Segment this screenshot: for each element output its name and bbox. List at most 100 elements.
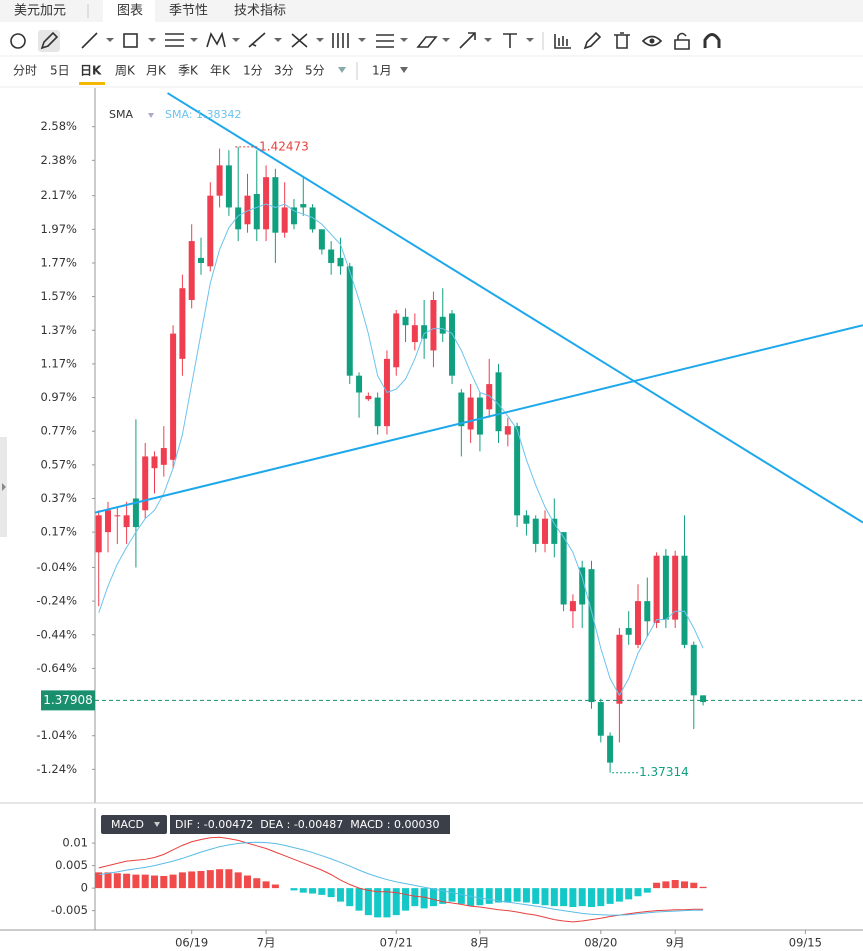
x-tick-label: 07/21	[380, 936, 413, 950]
y-tick-label: 1.57%	[40, 289, 77, 303]
dropdown-arrows	[106, 38, 534, 42]
legend-text-bg	[170, 815, 450, 834]
tab[interactable]: 技术指标	[234, 4, 286, 19]
icon[interactable]	[248, 32, 266, 48]
macd-bar	[290, 888, 298, 891]
icon[interactable]	[614, 32, 630, 49]
candle-body	[160, 448, 167, 465]
macd-bar	[262, 881, 270, 889]
period[interactable]: 周K	[115, 64, 136, 78]
macd-bar	[522, 888, 530, 903]
tab[interactable]: 季节性	[169, 4, 208, 19]
candle-body	[681, 555, 688, 645]
low-label: 1.37314	[639, 765, 689, 779]
y-tick-label: 0.97%	[40, 390, 77, 404]
macd-bar	[346, 888, 354, 907]
macd-bar	[243, 875, 251, 889]
y-tick-label: 1.17%	[40, 356, 77, 370]
candle-body	[532, 518, 539, 544]
icon[interactable]	[165, 33, 184, 47]
icon[interactable]	[674, 32, 690, 50]
icon[interactable]	[503, 33, 517, 48]
macd-bar	[206, 870, 214, 889]
period[interactable]: 季K	[178, 64, 199, 78]
macd-bar	[104, 872, 112, 889]
candle-body	[207, 195, 214, 267]
candle-body	[588, 569, 595, 703]
icon[interactable]	[40, 31, 59, 50]
period[interactable]: 5日	[50, 64, 70, 78]
candle-body	[579, 567, 586, 605]
candle-body	[634, 601, 641, 645]
period[interactable]: 1分	[243, 64, 263, 78]
macd-bar	[662, 881, 670, 889]
icon[interactable]	[703, 33, 721, 49]
candle-body	[263, 177, 270, 230]
y-tick-label: 0.77%	[40, 424, 77, 438]
icon[interactable]	[10, 33, 26, 49]
candle-body	[644, 601, 651, 622]
candle-body	[346, 266, 353, 376]
macd-bar	[550, 888, 558, 907]
macd-bar	[309, 888, 317, 894]
period[interactable]: 3分	[274, 64, 294, 78]
macd-bar	[411, 888, 419, 907]
candle-body	[244, 195, 251, 225]
y-tick-label: -0.44%	[36, 627, 77, 641]
icon[interactable]	[332, 33, 349, 48]
trendline[interactable]	[95, 324, 863, 514]
period[interactable]: 月K	[146, 64, 167, 78]
macd-bar	[448, 888, 456, 902]
candle-body	[551, 518, 558, 544]
range[interactable]: 1月	[372, 64, 392, 78]
candle-body	[569, 601, 576, 612]
icon[interactable]	[554, 34, 571, 49]
macd-bar	[271, 884, 279, 889]
candle-body	[225, 165, 232, 208]
candle-body	[449, 313, 456, 376]
y-tick-label: 0.01	[62, 836, 88, 850]
period[interactable]: 5分	[305, 64, 325, 78]
y-tick-label: 2.17%	[40, 188, 77, 202]
macd-bar	[374, 888, 382, 918]
macd-bar	[355, 888, 363, 911]
icon[interactable]	[416, 36, 438, 48]
macd-bar	[402, 888, 410, 911]
period[interactable]: 日K	[80, 64, 102, 78]
trendline[interactable]	[166, 92, 863, 524]
macd-bar	[625, 888, 633, 900]
candle-body	[597, 702, 604, 736]
macd-bar	[151, 875, 159, 889]
icon[interactable]	[459, 32, 476, 49]
macd-bar	[141, 874, 149, 889]
legend-button: MACD	[111, 818, 144, 831]
dropdown-arrow	[338, 67, 346, 73]
candle-body	[421, 325, 428, 339]
icon[interactable]	[206, 31, 226, 48]
legend-button-bg[interactable]	[101, 815, 167, 834]
last-price-label: 1.37908	[43, 693, 93, 707]
period[interactable]: 分时	[13, 64, 37, 78]
icon[interactable]	[641, 35, 663, 47]
period[interactable]: 年K	[210, 64, 231, 78]
icon[interactable]	[81, 32, 98, 49]
candle-body	[105, 510, 112, 533]
icon[interactable]	[291, 33, 308, 48]
icon[interactable]	[376, 34, 394, 48]
macd-bar	[504, 888, 512, 903]
y-tick-label: -1.24%	[36, 762, 77, 776]
macd-bar	[299, 888, 307, 893]
candle-body	[170, 333, 177, 460]
period-underline	[79, 82, 105, 85]
high-label: 1.42473	[259, 139, 309, 153]
icon[interactable]	[583, 31, 602, 50]
candle-body	[504, 426, 511, 435]
x-tick-label: 9月	[666, 936, 685, 950]
period-bar: 分时 5日 日K 周K 月K 季K 年K 1分 3分 5分	[13, 64, 325, 85]
icon[interactable]	[123, 33, 138, 48]
macd-bar	[560, 888, 568, 907]
tab[interactable]: 图表	[117, 4, 143, 19]
macd-line	[98, 841, 704, 916]
candle-body	[216, 165, 223, 196]
candle-body	[523, 515, 530, 524]
